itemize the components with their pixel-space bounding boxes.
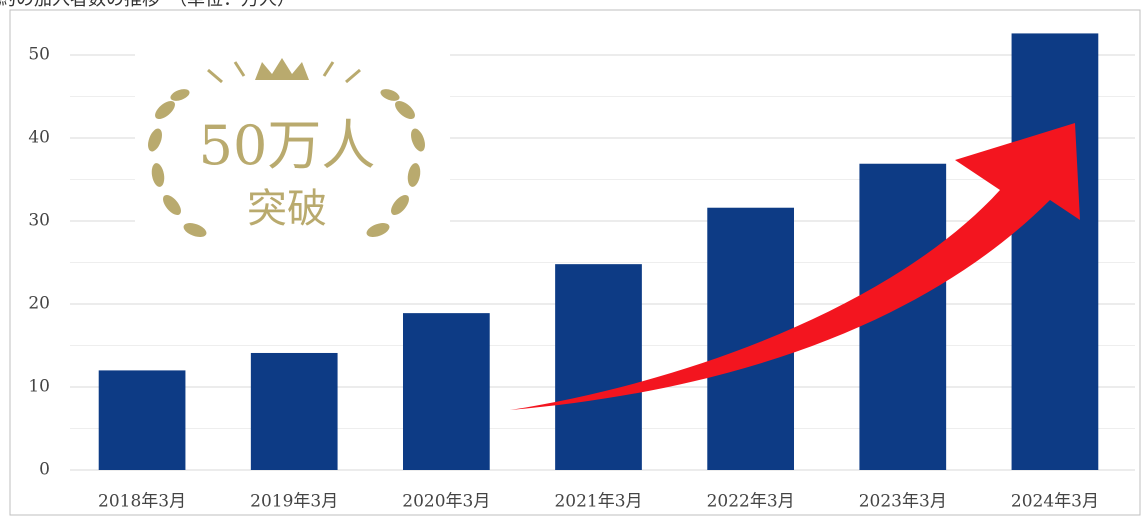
badge-line2: 突破 xyxy=(247,186,327,232)
y-tick-label: 10 xyxy=(28,377,50,397)
x-tick-label: 2023年3月 xyxy=(859,492,947,512)
x-tick-label: 2019年3月 xyxy=(250,492,338,512)
y-tick-label: 20 xyxy=(28,294,50,314)
x-tick-label: 2021年3月 xyxy=(554,492,642,512)
y-tick-label: 40 xyxy=(28,128,50,148)
bar xyxy=(251,353,338,470)
page: 約の加入者数の推移 （単位：万人） 0 10 20 30 40 50 2018年3月 2019… xyxy=(0,0,1147,518)
bar xyxy=(555,264,642,470)
x-tick-label: 2020年3月 xyxy=(402,492,490,512)
chart-title: 約の加入者数の推移 （単位：万人） xyxy=(0,0,295,10)
x-tick-label: 2018年3月 xyxy=(98,492,186,512)
y-tick-label: 30 xyxy=(28,211,50,231)
x-tick-label: 2024年3月 xyxy=(1011,492,1099,512)
bar xyxy=(99,370,186,470)
y-tick-label: 0 xyxy=(39,460,50,480)
badge-line1: 50万人 xyxy=(199,114,376,177)
x-tick-label: 2022年3月 xyxy=(707,492,795,512)
y-tick-label: 50 xyxy=(28,45,50,65)
bar xyxy=(403,313,490,470)
badge: 50万人 突破 xyxy=(135,40,450,255)
chart: 約の加入者数の推移 （単位：万人） 0 10 20 30 40 50 2018年3月 2019… xyxy=(0,0,1147,518)
bar xyxy=(1012,33,1099,470)
